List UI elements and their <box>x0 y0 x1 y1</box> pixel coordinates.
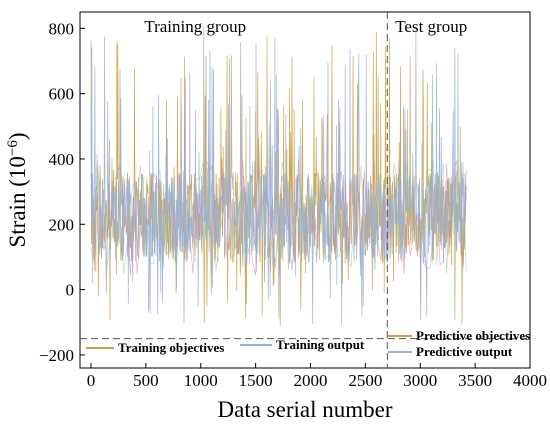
x-tick-label: 2500 <box>348 371 382 390</box>
legend-label-4: Predictive output <box>416 344 513 359</box>
legend-label-1: Training objectives <box>118 340 224 355</box>
x-tick-label: 0 <box>87 371 96 390</box>
x-tick-label: 3500 <box>458 371 492 390</box>
annotations: Training group Test group Data serial nu… <box>5 17 467 422</box>
series-line-4 <box>386 29 467 321</box>
legend: Training objectives Training output Predic… <box>86 328 530 359</box>
axis-ticks: 0 500 1000 1500 2000 2500 3000 3500 4000 −200 0 200… <box>39 19 547 390</box>
series-line-2 <box>90 26 388 326</box>
y-tick-label: 800 <box>49 19 75 38</box>
plot-frame <box>79 11 531 369</box>
y-tick-label: 600 <box>49 85 75 104</box>
accent-trace-1 <box>90 158 467 276</box>
plot-data-area <box>90 26 467 327</box>
y-tick-label: 400 <box>49 150 75 169</box>
x-tick-label: 3000 <box>403 371 437 390</box>
y-axis-title-exponent: −6 <box>5 140 21 156</box>
y-axis-title-main: Strain (10 <box>5 156 30 247</box>
y-tick-label: −200 <box>39 346 74 365</box>
y-axis-title: Strain (10−6) <box>5 133 30 248</box>
accent-trace-2 <box>90 161 467 274</box>
y-axis-title-close: ) <box>5 133 30 141</box>
y-tick-label: 0 <box>66 281 75 300</box>
series-line-3 <box>386 39 467 325</box>
plot-border <box>79 11 531 369</box>
legend-label-2: Training output <box>276 337 365 352</box>
x-tick-label: 1000 <box>184 371 218 390</box>
x-axis-title: Data serial number <box>218 397 393 422</box>
region-label-test: Test group <box>395 17 467 36</box>
region-label-training: Training group <box>144 17 246 36</box>
x-tick-label: 500 <box>133 371 159 390</box>
x-tick-label: 4000 <box>513 371 547 390</box>
series-line-1 <box>90 31 388 327</box>
legend-label-3: Predictive objectives <box>416 328 530 343</box>
x-tick-label: 2000 <box>293 371 327 390</box>
x-tick-label: 1500 <box>239 371 273 390</box>
y-tick-label: 200 <box>49 215 75 234</box>
